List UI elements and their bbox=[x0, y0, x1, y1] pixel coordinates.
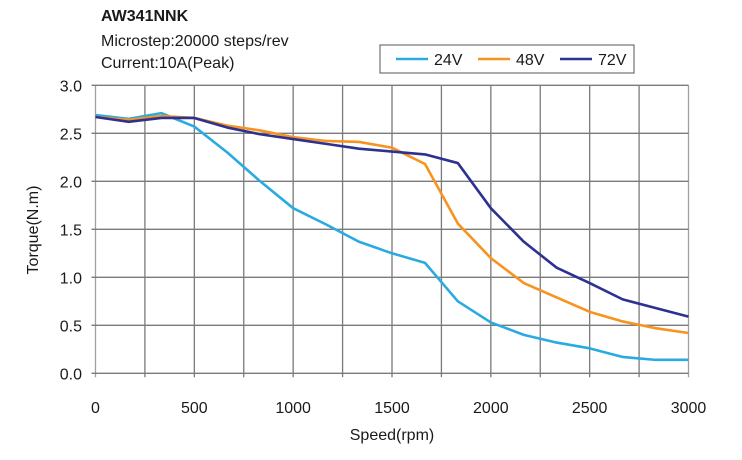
y-tick-label: 3.0 bbox=[60, 78, 82, 95]
x-tick-label: 1000 bbox=[275, 400, 311, 417]
x-axis-label: Speed(rpm) bbox=[350, 427, 434, 444]
x-tick-label: 500 bbox=[181, 400, 208, 417]
y-tick-label: 1.5 bbox=[60, 222, 82, 239]
series-line-24V bbox=[95, 111, 689, 362]
y-axis-label: Torque(N.m) bbox=[25, 186, 42, 275]
y-tick-label: 2.5 bbox=[60, 126, 82, 143]
chart-title: AW341NNK bbox=[101, 8, 189, 25]
x-tick-label: 3000 bbox=[671, 400, 707, 417]
x-tick-label: 2000 bbox=[473, 400, 509, 417]
legend-label-24V: 24V bbox=[434, 52, 463, 69]
legend: 24V 48V 72V bbox=[379, 44, 635, 74]
microstep-label: Microstep:20000 steps/rev bbox=[101, 33, 289, 50]
y-tick-label: 0.5 bbox=[60, 318, 82, 335]
x-tick-label: 2500 bbox=[572, 400, 608, 417]
legend-label-72V: 72V bbox=[598, 52, 627, 69]
x-tick-label: 1500 bbox=[374, 400, 410, 417]
y-tick-label: 2.0 bbox=[60, 174, 82, 191]
legend-label-48V: 48V bbox=[516, 52, 545, 69]
x-tick-label: 0 bbox=[91, 400, 100, 417]
y-tick-label: 1.0 bbox=[60, 270, 82, 287]
y-tick-label: 0.0 bbox=[60, 366, 82, 383]
series-line-72V bbox=[95, 115, 689, 318]
current-label: Current:10A(Peak) bbox=[101, 55, 235, 72]
